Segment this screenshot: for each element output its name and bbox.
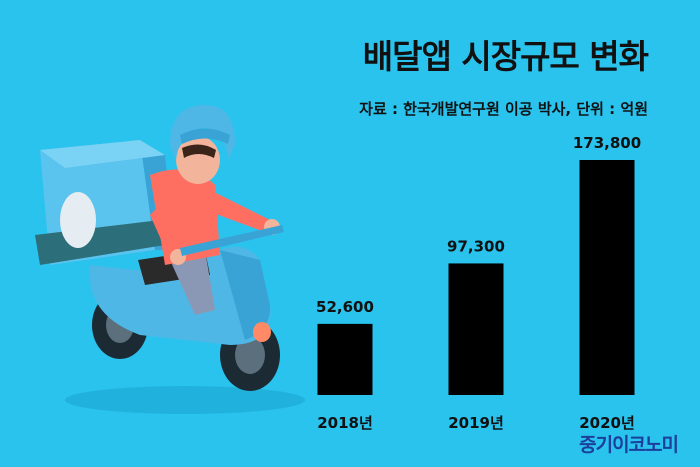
bar-1 (448, 263, 504, 395)
category-label-1: 2019년 (448, 414, 504, 432)
box-logo-circle (60, 192, 96, 248)
value-label-2: 173,800 (573, 134, 641, 152)
source-note: 자료 : 한국개발연구원 이공 박사, 단위 : 억원 (359, 100, 648, 118)
helmet-icon (170, 105, 235, 160)
page-title: 배달앱 시장규모 변화 (362, 37, 649, 76)
category-label-2: 2020년 (579, 414, 635, 432)
bar-0 (317, 323, 373, 395)
delivery-scooter-illustration (35, 105, 305, 414)
category-label-0: 2018년 (317, 414, 373, 432)
bar-2 (579, 160, 635, 395)
value-label-1: 97,300 (447, 237, 505, 255)
brand-logo: 중기이코노미 (579, 434, 679, 456)
value-label-0: 52,600 (316, 298, 374, 316)
